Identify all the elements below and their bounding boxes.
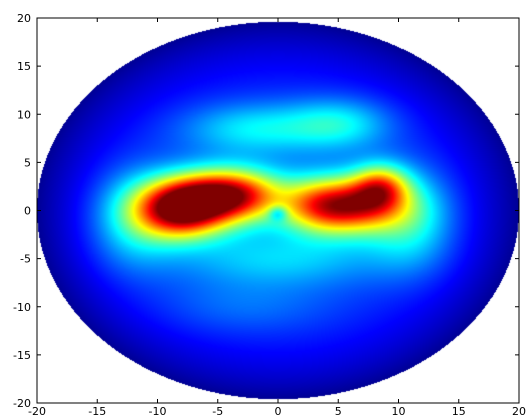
x-axis: -20 -15 -10 -5 0 5 10 15 20 bbox=[28, 18, 526, 417]
x-tick-label: 0 bbox=[275, 405, 282, 417]
x-tick-label: -20 bbox=[28, 405, 46, 417]
y-tick-label: -20 bbox=[13, 397, 31, 410]
x-tick-label: -10 bbox=[149, 405, 167, 417]
x-tick-label: 15 bbox=[452, 405, 466, 417]
y-tick-label: 10 bbox=[17, 108, 31, 121]
y-tick-label: 20 bbox=[17, 12, 31, 25]
y-tick-label: 15 bbox=[17, 60, 31, 73]
y-axis: -20 -15 -10 -5 0 5 10 15 20 bbox=[13, 12, 519, 410]
y-tick-label: 0 bbox=[24, 205, 31, 218]
x-tick-label: -5 bbox=[212, 405, 223, 417]
x-tick-label: 5 bbox=[335, 405, 342, 417]
y-tick-label: -5 bbox=[20, 253, 31, 266]
x-tick-label: -15 bbox=[88, 405, 106, 417]
plot-area bbox=[37, 18, 519, 403]
y-tick-label: -15 bbox=[13, 349, 31, 362]
heatmap-field bbox=[37, 18, 519, 403]
y-tick-label: 5 bbox=[24, 156, 31, 169]
y-tick-label: -10 bbox=[13, 301, 31, 314]
x-tick-label: 10 bbox=[392, 405, 406, 417]
x-tick-label: 20 bbox=[512, 405, 526, 417]
